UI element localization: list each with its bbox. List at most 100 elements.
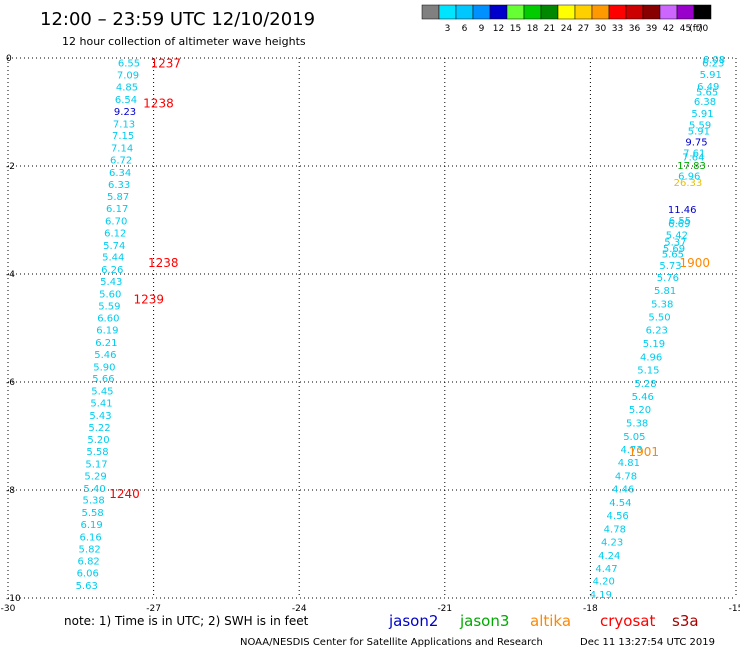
wave-height-value: 4.78 — [615, 471, 637, 482]
x-tick-label: -21 — [437, 604, 452, 614]
colorbar-tick-label: 45 — [680, 24, 691, 34]
wave-height-value: 5.91 — [700, 70, 722, 81]
pass-time-label: 1239 — [133, 292, 164, 306]
colorbar-swatch — [693, 4, 712, 20]
colorbar-swatch — [472, 4, 491, 20]
wave-height-value: 6.21 — [95, 338, 117, 349]
wave-height-value: 5.17 — [85, 460, 107, 471]
y-tick-label: -10 — [6, 594, 21, 604]
wave-height-value: 5.60 — [99, 289, 121, 300]
y-tick-label: -2 — [6, 162, 15, 172]
wave-height-value: 4.73 — [620, 445, 642, 456]
wave-height-value: 5.41 — [90, 399, 112, 410]
wave-height-value: 5.05 — [623, 432, 645, 443]
wave-height-value: 5.29 — [84, 471, 106, 482]
pass-time-label: 1238 — [148, 256, 179, 270]
wave-height-value: 6.16 — [80, 532, 102, 543]
colorbar-tick-label: 21 — [544, 24, 555, 34]
colorbar-tick-label: 42 — [663, 24, 674, 34]
wave-height-value: 5.20 — [629, 405, 651, 416]
wave-height-value: 4.24 — [598, 551, 620, 562]
x-tick-label: -27 — [146, 604, 161, 614]
x-tick-label: -30 — [1, 604, 16, 614]
plot-axes: -30 -27 -24 -21 -18 -15 -10 -8 -6 -4 -2 0 — [1, 54, 740, 614]
wave-height-value: 5.38 — [626, 419, 648, 430]
wave-height-value: 5.74 — [103, 241, 125, 252]
wave-height-value: 4.23 — [601, 537, 623, 548]
wave-height-value: 9.75 — [685, 138, 707, 149]
wave-height-value: 6.08 — [703, 55, 725, 66]
colorbar-swatch — [676, 4, 695, 20]
wave-height-value: 7.14 — [111, 144, 133, 155]
wave-height-value: 5.58 — [86, 447, 108, 458]
pass-time-label: 1240 — [109, 487, 140, 501]
wave-height-value: 5.50 — [648, 313, 670, 324]
wave-height-value: 5.76 — [657, 273, 679, 284]
wave-height-value: 6.60 — [97, 314, 119, 325]
colorbar-swatch — [455, 4, 474, 20]
wave-height-value: 5.43 — [89, 411, 111, 422]
wave-height-value: 5.63 — [76, 581, 98, 592]
pass-time-label: 1237 — [150, 56, 181, 70]
colorbar-swatch — [659, 4, 678, 20]
wave-height-value: 7.61 — [683, 149, 705, 160]
wave-height-value: 5.59 — [98, 301, 120, 312]
colorbar-tick-label: 39 — [646, 24, 658, 34]
wave-height-value: 5.38 — [82, 496, 104, 507]
wave-height-value: 6.23 — [702, 58, 724, 69]
colorbar-tick-label: 30 — [595, 24, 607, 34]
wave-height-value: 6.70 — [105, 217, 127, 228]
wave-height-value: 7.13 — [113, 119, 135, 130]
colorbar-swatch — [608, 4, 627, 20]
colorbar-tick-label: 3 — [445, 24, 451, 34]
colorbar-tick-label: 12 — [493, 24, 504, 34]
colorbar-swatch — [506, 4, 525, 20]
wave-height-value: 7.09 — [117, 71, 139, 82]
y-tick-label: -8 — [6, 486, 15, 496]
wave-height-value: 4.46 — [612, 484, 634, 495]
wave-height-value: 5.59 — [689, 120, 711, 131]
wave-height-value: 7.15 — [112, 131, 134, 142]
wave-height-value: 6.19 — [81, 520, 103, 531]
wave-height-value: 4.81 — [618, 458, 640, 469]
legend-jason3: jason3 — [459, 612, 509, 630]
colorbar-swatch — [642, 4, 661, 20]
wave-height-value: 5.38 — [651, 300, 673, 311]
wave-height-value: 6.34 — [109, 168, 131, 179]
x-tick-label: -18 — [583, 604, 598, 614]
pass-time-label: 1901 — [629, 445, 660, 459]
wave-height-value: 17.83 — [677, 161, 706, 172]
wave-height-value: 6.82 — [78, 557, 100, 568]
legend-s3a: s3a — [672, 612, 699, 630]
footer-note: note: 1) Time is in UTC; 2) SWH is in fe… — [64, 614, 309, 628]
colorbar-swatch — [489, 4, 508, 20]
wave-height-value: 5.46 — [94, 350, 116, 361]
wave-height-value: 4.85 — [116, 83, 138, 94]
colorbar-swatch — [574, 4, 593, 20]
wave-height-value: 6.19 — [96, 326, 118, 337]
pass-time-labels: 1237 1238 1238 1239 1240 1900 1901 — [109, 56, 710, 501]
colorbar-tick-label: 24 — [561, 24, 573, 34]
wave-height-value: 6.96 — [678, 172, 700, 183]
colorbar-tick-label: 9 — [479, 24, 485, 34]
wave-height-value: 5.19 — [643, 339, 665, 350]
wave-height-value: 6.06 — [77, 569, 99, 580]
wave-height-value: 6.23 — [646, 326, 668, 337]
wave-height-value: 4.20 — [593, 577, 615, 588]
wave-height-value: 5.40 — [83, 484, 105, 495]
y-tick-label: 0 — [6, 54, 12, 64]
footer-timestamp: Dec 11 13:27:54 UTC 2019 — [580, 637, 715, 648]
wave-height-value: 5.82 — [79, 544, 101, 555]
wave-height-value: 5.69 — [663, 244, 685, 255]
colorbar-swatch — [438, 4, 457, 20]
wave-height-value: 5.46 — [632, 392, 654, 403]
chart-title: 12:00 – 23:59 UTC 12/10/2019 — [40, 9, 315, 30]
colorbar-unit: (ft) — [689, 24, 703, 34]
colorbar-swatch — [540, 4, 559, 20]
wave-height-value: 6.12 — [104, 228, 126, 239]
satellite-legend: jason2 jason3 altika cryosat s3a — [388, 612, 699, 630]
wave-height-value: 4.78 — [604, 524, 626, 535]
plot-grid — [7, 57, 737, 599]
wave-height-value: 5.81 — [654, 286, 676, 297]
